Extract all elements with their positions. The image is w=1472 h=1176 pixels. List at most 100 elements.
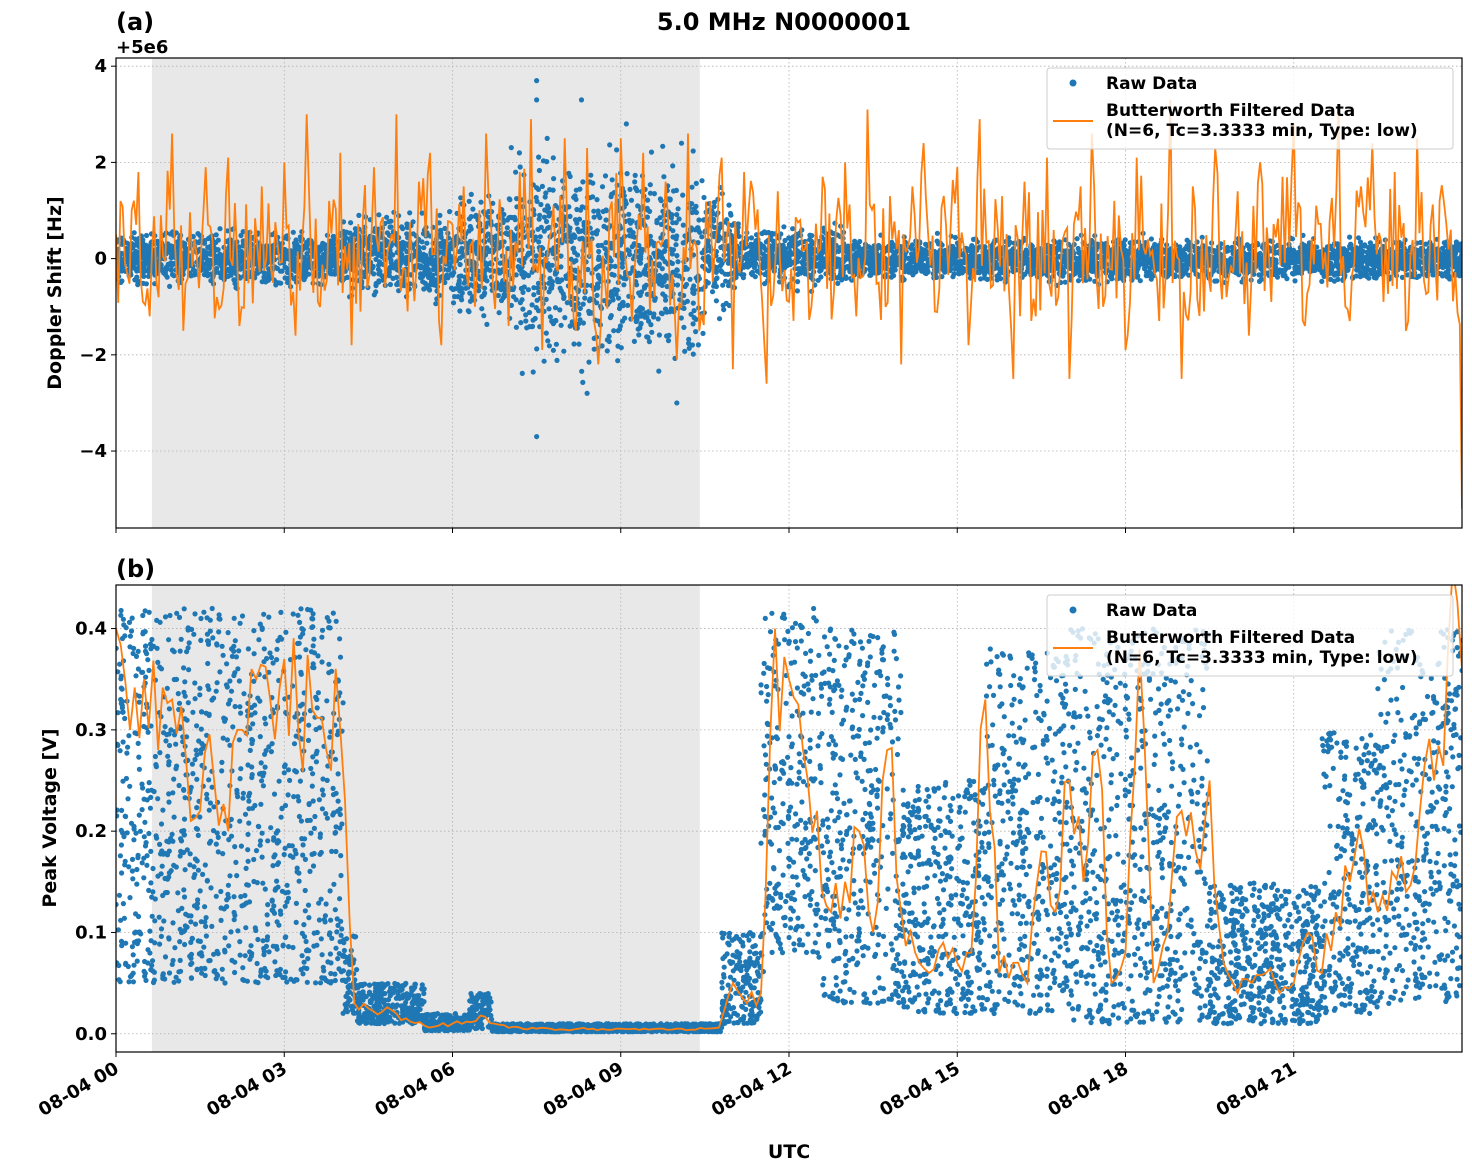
raw-data-point (332, 260, 337, 265)
raw-data-point (636, 290, 641, 295)
raw-data-point (788, 262, 793, 267)
raw-data-point (691, 148, 696, 153)
raw-data-point (590, 231, 595, 236)
raw-data-point (657, 332, 662, 337)
raw-data-point (399, 247, 404, 252)
raw-data-point (609, 194, 614, 199)
raw-data-point (749, 235, 754, 240)
raw-data-point (691, 301, 696, 306)
raw-data-point (795, 279, 800, 284)
raw-data-point (484, 278, 489, 283)
raw-data-point (458, 262, 463, 267)
raw-data-point (580, 236, 585, 241)
raw-data-point (621, 300, 626, 305)
raw-data-point (666, 338, 671, 343)
raw-data-point (674, 212, 679, 217)
raw-data-point (573, 197, 578, 202)
raw-data-point (147, 246, 152, 251)
raw-data-point (549, 319, 554, 324)
raw-data-point (423, 281, 428, 286)
raw-data-point (377, 269, 382, 274)
raw-data-point (691, 321, 696, 326)
raw-data-point (636, 332, 641, 337)
raw-data-point (689, 185, 694, 190)
raw-data-point (537, 168, 542, 173)
raw-data-point (660, 144, 665, 149)
raw-data-point (594, 197, 599, 202)
raw-data-point (636, 327, 641, 332)
raw-data-point (835, 281, 840, 286)
raw-data-point (639, 251, 644, 256)
raw-data-point (481, 313, 486, 318)
raw-data-point (656, 369, 661, 374)
raw-data-point (520, 371, 525, 376)
raw-data-point (530, 302, 535, 307)
raw-data-point (385, 230, 390, 235)
raw-data-point (612, 287, 617, 292)
raw-data-point (437, 213, 442, 218)
raw-data-point (596, 249, 601, 254)
raw-data-point (628, 227, 633, 232)
raw-data-point (644, 315, 649, 320)
raw-data-point (699, 234, 704, 239)
raw-data-point (168, 231, 173, 236)
raw-data-point (645, 215, 650, 220)
raw-data-point (638, 257, 643, 262)
raw-data-point (547, 343, 552, 348)
raw-data-point (542, 359, 547, 364)
raw-data-point (545, 203, 550, 208)
raw-data-point (676, 206, 681, 211)
raw-data-point (634, 188, 639, 193)
raw-data-point (663, 307, 668, 312)
raw-data-point (625, 303, 630, 308)
raw-data-point (373, 257, 378, 262)
raw-data-point (679, 315, 684, 320)
raw-data-point (625, 171, 630, 176)
raw-data-point (615, 358, 620, 363)
raw-data-point (1319, 279, 1324, 284)
raw-data-point (726, 203, 731, 208)
raw-data-point (600, 184, 605, 189)
raw-data-point (614, 292, 619, 297)
raw-data-point (696, 342, 701, 347)
raw-data-point (421, 245, 426, 250)
raw-data-point (673, 242, 678, 247)
raw-data-point (763, 258, 768, 263)
raw-data-point (648, 182, 653, 187)
raw-data-point (578, 208, 583, 213)
raw-data-point (571, 341, 576, 346)
raw-data-point (632, 179, 637, 184)
raw-data-point (278, 281, 283, 286)
raw-data-point (479, 294, 484, 299)
raw-data-point (559, 323, 564, 328)
raw-data-point (572, 235, 577, 240)
raw-data-point (540, 184, 545, 189)
raw-data-point (596, 273, 601, 278)
raw-data-point (348, 220, 353, 225)
raw-data-point (551, 176, 556, 181)
raw-data-point (231, 267, 236, 272)
raw-data-point (551, 155, 556, 160)
raw-data-point (612, 273, 617, 278)
raw-data-point (659, 311, 664, 316)
raw-data-point (562, 315, 567, 320)
raw-data-point (681, 325, 686, 330)
raw-data-point (507, 196, 512, 201)
raw-data-point (459, 246, 464, 251)
raw-data-point (801, 253, 806, 258)
raw-data-point (603, 173, 608, 178)
raw-data-point (517, 150, 522, 155)
raw-data-point (133, 237, 138, 242)
raw-data-point (950, 274, 955, 279)
raw-data-point (668, 212, 673, 217)
raw-data-point (659, 252, 664, 257)
raw-data-point (599, 243, 604, 248)
raw-data-point (226, 274, 231, 279)
raw-data-point (513, 170, 518, 175)
raw-data-point (953, 235, 958, 240)
raw-data-point (356, 213, 361, 218)
raw-data-point (424, 241, 429, 246)
raw-data-point (502, 292, 507, 297)
raw-data-point (619, 345, 624, 350)
raw-data-point (675, 282, 680, 287)
